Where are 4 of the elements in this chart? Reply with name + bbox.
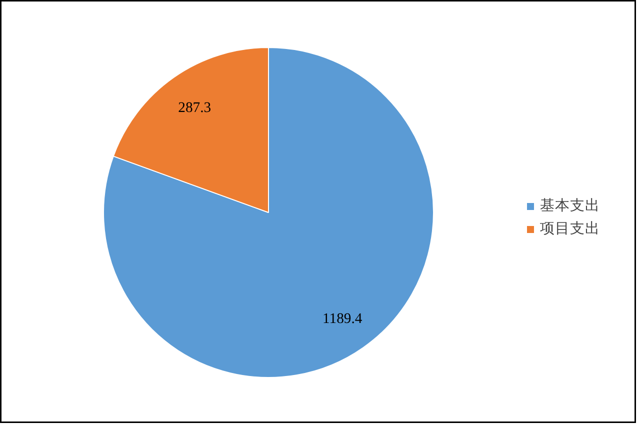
data-label: 1189.4 — [322, 310, 363, 327]
data-label: 287.3 — [178, 100, 212, 116]
legend-label: 项目支出 — [540, 220, 600, 238]
legend-label: 基本支出 — [540, 197, 600, 215]
